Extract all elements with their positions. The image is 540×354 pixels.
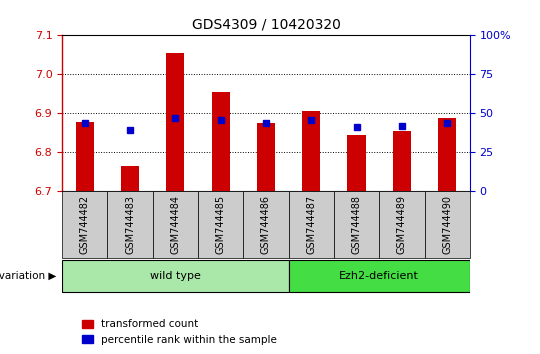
Bar bbox=[257, 122, 275, 191]
Text: wild type: wild type bbox=[150, 271, 201, 281]
Text: GSM744487: GSM744487 bbox=[306, 195, 316, 255]
Bar bbox=[438, 118, 456, 191]
Bar bbox=[334, 191, 379, 258]
Bar bbox=[121, 166, 139, 191]
Text: GSM744483: GSM744483 bbox=[125, 195, 135, 254]
Bar bbox=[166, 53, 185, 191]
Text: GSM744488: GSM744488 bbox=[352, 195, 362, 254]
Text: GSM744482: GSM744482 bbox=[80, 195, 90, 255]
Text: GSM744484: GSM744484 bbox=[170, 195, 180, 254]
Bar bbox=[424, 191, 470, 258]
Bar bbox=[62, 191, 107, 258]
Legend: transformed count, percentile rank within the sample: transformed count, percentile rank withi… bbox=[78, 315, 281, 349]
Text: genotype/variation ▶: genotype/variation ▶ bbox=[0, 271, 57, 281]
Bar bbox=[76, 122, 94, 191]
Bar bbox=[288, 260, 470, 292]
Bar bbox=[288, 191, 334, 258]
Bar bbox=[393, 131, 411, 191]
Bar bbox=[62, 260, 288, 292]
Bar bbox=[153, 191, 198, 258]
Bar bbox=[348, 135, 366, 191]
Text: GSM744490: GSM744490 bbox=[442, 195, 452, 254]
Bar bbox=[107, 191, 153, 258]
Bar bbox=[244, 191, 288, 258]
Bar bbox=[379, 191, 424, 258]
Text: GSM744486: GSM744486 bbox=[261, 195, 271, 254]
Text: GSM744485: GSM744485 bbox=[215, 195, 226, 255]
Bar bbox=[198, 191, 244, 258]
Text: Ezh2-deficient: Ezh2-deficient bbox=[339, 271, 419, 281]
Bar bbox=[302, 111, 320, 191]
Bar bbox=[212, 92, 230, 191]
Title: GDS4309 / 10420320: GDS4309 / 10420320 bbox=[192, 17, 340, 32]
Text: GSM744489: GSM744489 bbox=[397, 195, 407, 254]
